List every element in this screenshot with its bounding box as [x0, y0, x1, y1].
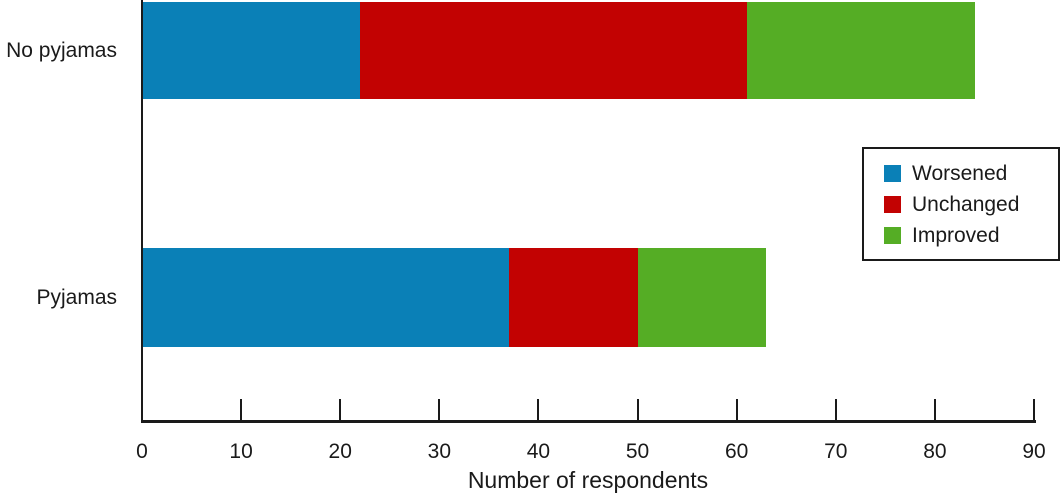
x-axis-tick-10	[240, 399, 243, 423]
x-axis-tick-label-20: 20	[328, 440, 352, 463]
bar-segment-no-pyjamas-worsened	[142, 2, 361, 99]
x-axis-tick-label-60: 60	[724, 440, 749, 463]
legend-item-improved: Improved	[884, 220, 1058, 251]
bar-segment-no-pyjamas-improved	[746, 2, 975, 99]
x-axis-label: Number of respondents	[467, 467, 709, 493]
x-axis-tick-50	[636, 399, 639, 423]
legend-label-unchanged: Unchanged	[912, 192, 1020, 216]
legend-item-unchanged: Unchanged	[884, 189, 1058, 220]
x-axis-tick-30	[438, 399, 441, 423]
legend-swatch-unchanged	[884, 196, 901, 213]
x-axis-line	[141, 420, 1036, 423]
legend-label-improved: Improved	[912, 223, 1000, 247]
legend-swatch-worsened	[884, 165, 901, 182]
x-axis-tick-80	[933, 399, 936, 423]
x-axis-tick-90	[1033, 399, 1035, 423]
bar-segment-no-pyjamas-unchanged	[360, 2, 747, 99]
bar-segment-pyjamas-improved	[637, 248, 767, 347]
x-axis-tick-label-40: 40	[526, 440, 551, 463]
x-axis-tick-70	[834, 399, 837, 423]
legend-item-worsened: Worsened	[884, 158, 1058, 189]
x-axis-tick-label-90: 90	[1022, 440, 1046, 463]
bar-segment-pyjamas-unchanged	[508, 248, 638, 347]
legend-swatch-improved	[884, 227, 901, 244]
x-axis-tick-60	[735, 399, 738, 423]
x-axis-tick-label-50: 50	[625, 440, 650, 463]
legend-label-worsened: Worsened	[912, 161, 1008, 185]
x-axis-tick-40	[537, 399, 540, 423]
bar-segment-pyjamas-worsened	[142, 248, 509, 347]
legend: Worsened Unchanged Improved	[862, 147, 1060, 261]
category-label-pyjamas: Pyjamas	[36, 285, 117, 309]
x-axis-tick-20	[339, 399, 342, 423]
x-axis-tick-label-0: 0	[136, 440, 148, 463]
x-axis-tick-label-70: 70	[824, 440, 848, 463]
x-axis-tick-label-10: 10	[229, 440, 253, 463]
y-axis-line	[141, 0, 143, 421]
x-axis-tick-0	[141, 399, 143, 423]
x-axis-tick-label-80: 80	[923, 440, 947, 463]
x-axis-tick-label-30: 30	[427, 440, 451, 463]
category-label-no-pyjamas: No pyjamas	[6, 38, 117, 62]
legend-items: Worsened Unchanged Improved	[884, 158, 1058, 251]
